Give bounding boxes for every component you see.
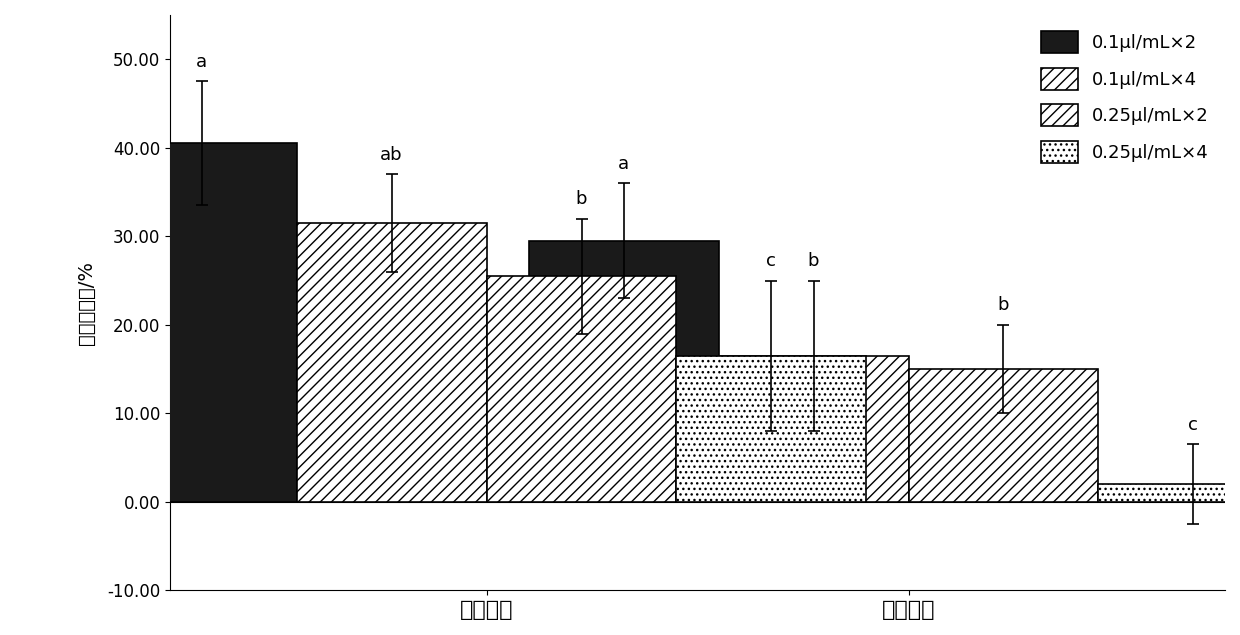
Bar: [677, 356, 867, 502]
Bar: [1099, 484, 1240, 502]
Y-axis label: 苗高增长率/%: 苗高增长率/%: [77, 260, 95, 345]
Text: c: c: [766, 252, 776, 270]
Legend: 0.1μl/mL×2, 0.1μl/mL×4, 0.25μl/mL×2, 0.25μl/mL×4: 0.1μl/mL×2, 0.1μl/mL×4, 0.25μl/mL×2, 0.2…: [1034, 24, 1216, 170]
Text: a: a: [196, 53, 207, 70]
Text: ab: ab: [381, 145, 403, 164]
Text: c: c: [1188, 416, 1198, 434]
Text: b: b: [807, 252, 820, 270]
Bar: [486, 276, 677, 502]
Bar: [107, 144, 296, 502]
Text: b: b: [575, 190, 588, 208]
Bar: [296, 223, 486, 502]
Bar: [528, 241, 719, 502]
Text: b: b: [998, 296, 1009, 314]
Bar: [909, 369, 1099, 502]
Text: a: a: [618, 154, 629, 173]
Bar: [719, 356, 909, 502]
